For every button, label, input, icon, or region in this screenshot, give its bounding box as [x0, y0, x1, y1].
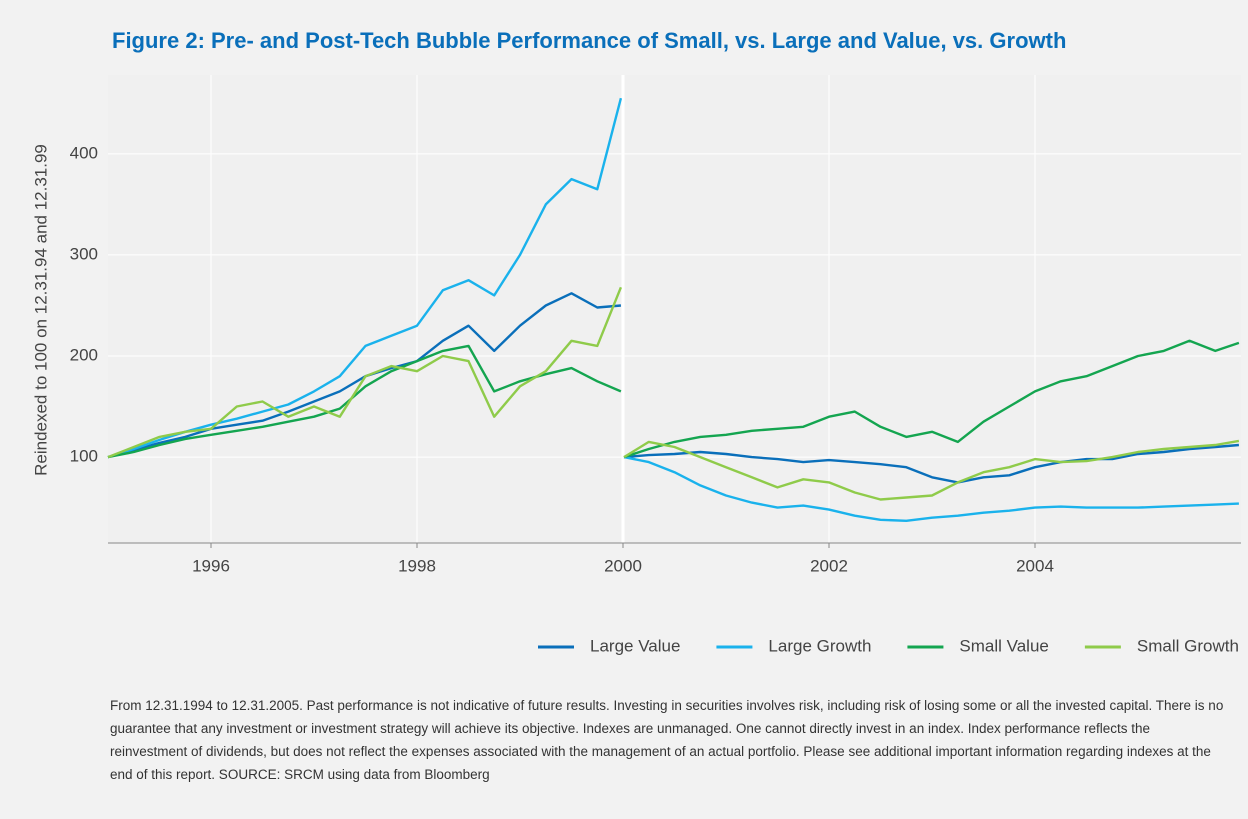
legend-label: Large Growth: [768, 636, 871, 655]
y-tick-label: 100: [70, 447, 98, 466]
legend-label: Small Growth: [1137, 636, 1239, 655]
legend-label: Small Value: [959, 636, 1048, 655]
series-line: [107, 286, 1240, 501]
x-tick-label: 1998: [398, 556, 436, 575]
y-tick-label: 400: [70, 143, 98, 162]
x-tick-label: 2000: [604, 556, 642, 575]
series-line: [107, 97, 1239, 522]
y-tick-label: 300: [70, 244, 98, 263]
x-tick-label: 2002: [810, 556, 848, 575]
legend-label: Large Value: [590, 636, 680, 655]
footnote: From 12.31.1994 to 12.31.2005. Past perf…: [110, 698, 1224, 782]
y-axis-label: Reindexed to 100 on 12.31.94 and 12.31.9…: [31, 144, 50, 476]
chart: Reindexed to 100 on 12.31.94 and 12.31.9…: [31, 75, 1241, 655]
y-tick-label: 200: [70, 345, 98, 364]
x-tick-label: 1996: [192, 556, 230, 575]
x-tick-label: 2004: [1016, 556, 1054, 575]
chart-title: Figure 2: Pre- and Post-Tech Bubble Perf…: [112, 28, 1067, 53]
